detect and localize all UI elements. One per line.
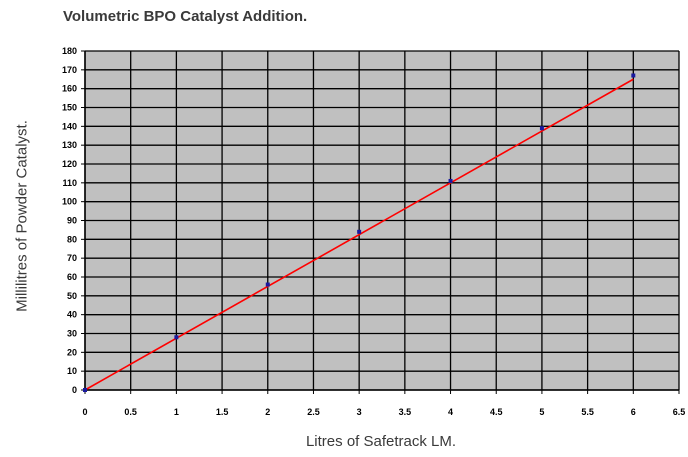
y-tick-label: 120 <box>62 159 77 169</box>
data-point <box>448 178 453 183</box>
x-tick-label: 2 <box>265 407 270 417</box>
y-tick-label: 50 <box>67 291 77 301</box>
x-tick-label: 0.5 <box>124 407 137 417</box>
y-tick-label: 80 <box>67 234 77 244</box>
y-tick-label: 30 <box>67 329 77 339</box>
y-tick-label: 180 <box>62 46 77 56</box>
x-tick-label: 6.5 <box>673 407 686 417</box>
y-tick-label: 150 <box>62 103 77 113</box>
x-axis-label: Litres of Safetrack LM. <box>305 433 457 450</box>
x-tick-label: 5.5 <box>581 407 594 417</box>
tick-labels: 0102030405060708090100110120130140150160… <box>62 46 685 417</box>
y-tick-label: 70 <box>67 253 77 263</box>
y-tick-label: 90 <box>67 216 77 226</box>
y-tick-label: 0 <box>72 385 77 395</box>
y-tick-label: 60 <box>67 272 77 282</box>
y-tick-label: 140 <box>62 121 77 131</box>
data-point <box>265 282 270 287</box>
x-tick-label: 3 <box>357 407 362 417</box>
y-tick-label: 160 <box>62 84 77 94</box>
y-tick-label: 100 <box>62 197 77 207</box>
x-tick-label: 5 <box>539 407 544 417</box>
data-point <box>83 388 87 392</box>
x-tick-label: 4.5 <box>490 407 503 417</box>
x-tick-label: 1.5 <box>216 407 229 417</box>
gridlines <box>84 50 680 391</box>
y-tick-label: 130 <box>62 140 77 150</box>
y-tick-label: 110 <box>62 178 77 188</box>
data-point <box>539 126 544 131</box>
data-point <box>174 335 179 340</box>
x-tick-label: 6 <box>631 407 636 417</box>
chart-title: Volumetric BPO Catalyst Addition. <box>63 8 308 25</box>
y-tick-label: 40 <box>67 310 77 320</box>
data-points <box>83 73 636 392</box>
x-tick-label: 3.5 <box>399 407 412 417</box>
y-tick-label: 20 <box>67 347 77 357</box>
data-point <box>631 73 636 78</box>
x-tick-label: 1 <box>174 407 179 417</box>
y-tick-label: 10 <box>67 366 77 376</box>
x-tick-label: 0 <box>82 407 87 417</box>
x-tick-label: 4 <box>448 407 453 417</box>
data-point <box>357 229 362 234</box>
y-tick-label: 170 <box>62 65 77 75</box>
x-tick-label: 2.5 <box>307 407 320 417</box>
